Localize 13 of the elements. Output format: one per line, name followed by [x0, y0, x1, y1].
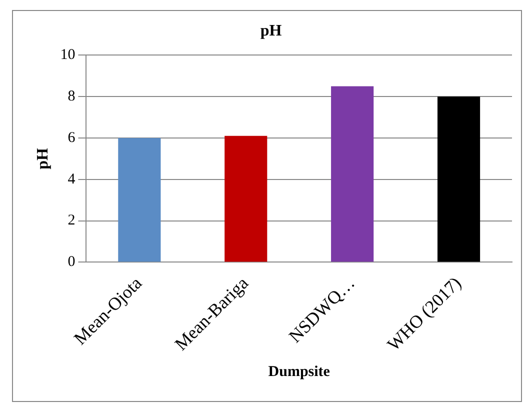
- y-tick-label: 2: [68, 212, 76, 229]
- bar: [437, 96, 480, 262]
- bar: [118, 138, 161, 262]
- y-axis-title: pH: [34, 147, 52, 170]
- bar: [224, 136, 268, 262]
- y-tick-label: 4: [68, 171, 76, 188]
- chart-title: pH: [260, 22, 282, 40]
- bar: [331, 86, 374, 262]
- y-tick-label: 6: [68, 130, 76, 146]
- y-tick-label: 0: [68, 254, 76, 270]
- x-axis-title: Dumpsite: [268, 364, 330, 380]
- y-tick-label: 8: [68, 88, 76, 105]
- y-tick-label: 10: [60, 47, 76, 64]
